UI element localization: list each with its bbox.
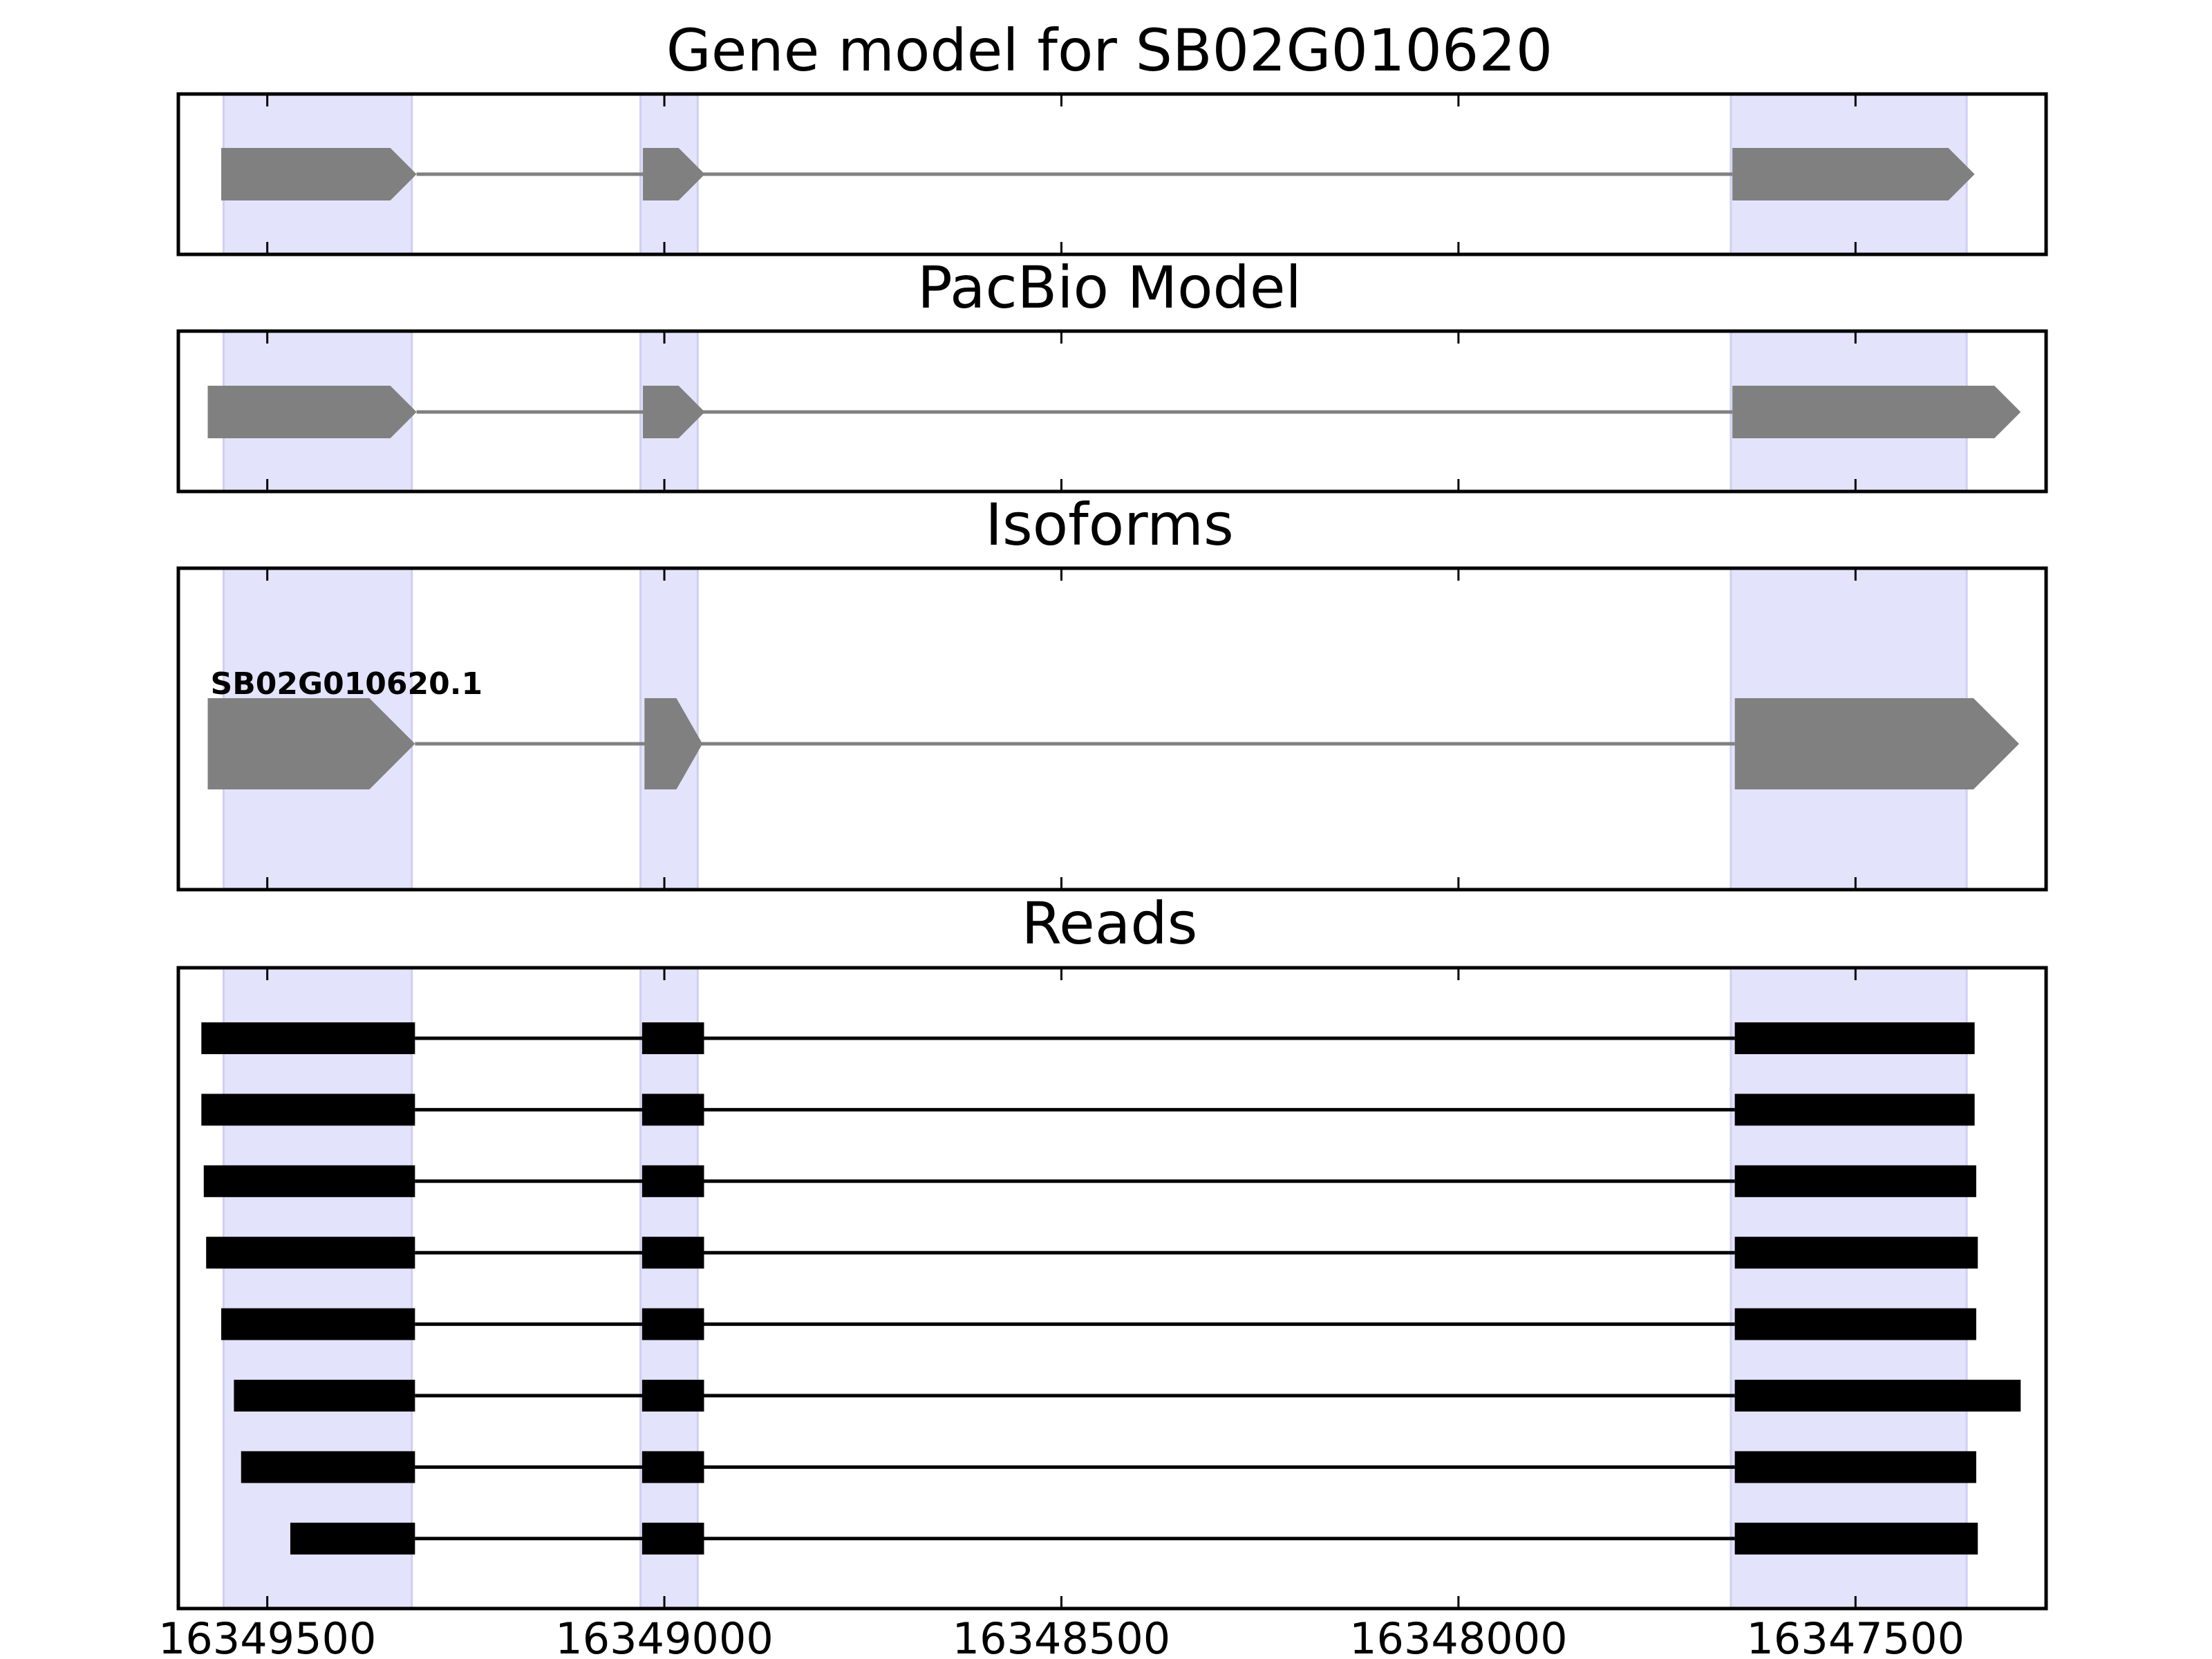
read-6-block-1 — [234, 1380, 415, 1412]
x-tick-label: 16349500 — [158, 1613, 377, 1659]
gene-model-title: Gene model for SB02G010620 — [666, 17, 1553, 84]
pacbio-model-exon-2 — [643, 386, 705, 438]
gene-model-exon-3 — [1732, 148, 1975, 200]
read-8-block-3 — [1734, 1522, 1978, 1555]
gene-model-exon-1 — [221, 148, 417, 200]
x-axis: 16349500 16349000 16348500 16348000 16347500 — [158, 1613, 1965, 1659]
read-2-block-3 — [1734, 1094, 1975, 1126]
read-7-block-3 — [1734, 1451, 1976, 1483]
isoforms-panel-frame — [176, 566, 2048, 892]
read-7-block-1 — [241, 1451, 415, 1483]
x-tick-label: 16347500 — [1746, 1613, 1965, 1659]
x-tick-label: 16349000 — [555, 1613, 774, 1659]
read-7-block-2 — [641, 1451, 704, 1483]
reads-highlight-region-1 — [222, 966, 413, 1610]
read-4-block-1 — [206, 1237, 415, 1269]
read-6-block-3 — [1734, 1380, 2021, 1412]
read-8-block-1 — [290, 1522, 415, 1555]
pacbio-model-exon-3 — [1732, 386, 2021, 438]
read-2-block-2 — [641, 1094, 704, 1126]
isoform-label: SB02G010620.1 — [211, 666, 483, 702]
gene-model-exon-2 — [643, 148, 705, 200]
isoforms-title: Isoforms — [985, 491, 1234, 559]
pacbio-model-title: PacBio Model — [917, 254, 1302, 321]
gene-panel-frame — [176, 92, 2048, 256]
read-2-block-1 — [201, 1094, 415, 1126]
read-6-block-2 — [641, 1380, 704, 1412]
reads-highlight-region-3 — [1730, 966, 1968, 1610]
read-4-block-2 — [641, 1237, 704, 1269]
pacbio-panel-frame — [176, 329, 2048, 494]
reads-highlight-region-2 — [639, 966, 699, 1610]
read-1-block-1 — [201, 1022, 415, 1054]
read-5-block-1 — [221, 1308, 415, 1340]
x-tick-label: 16348500 — [953, 1613, 1171, 1659]
plot-content: SB02G010620.1 — [201, 148, 2021, 1555]
read-8-block-2 — [641, 1522, 704, 1555]
isoform-1-exon-2 — [644, 698, 703, 789]
read-3-block-2 — [641, 1165, 704, 1197]
read-5-block-3 — [1734, 1308, 1976, 1340]
isoform-1-exon-1 — [207, 698, 415, 789]
reads-title: Reads — [1022, 890, 1198, 957]
panel-frames — [176, 92, 2048, 1611]
isoform-1-exon-3 — [1734, 698, 2019, 789]
read-3-block-1 — [203, 1165, 415, 1197]
x-tick-label: 16348000 — [1349, 1613, 1568, 1659]
read-5-block-2 — [641, 1308, 704, 1340]
read-1-block-2 — [641, 1022, 704, 1054]
reads-panel-frame — [176, 966, 2048, 1611]
read-1-block-3 — [1734, 1022, 1975, 1054]
read-3-block-3 — [1734, 1165, 1976, 1197]
read-4-block-3 — [1734, 1237, 1978, 1269]
pacbio-model-exon-1 — [207, 386, 417, 438]
